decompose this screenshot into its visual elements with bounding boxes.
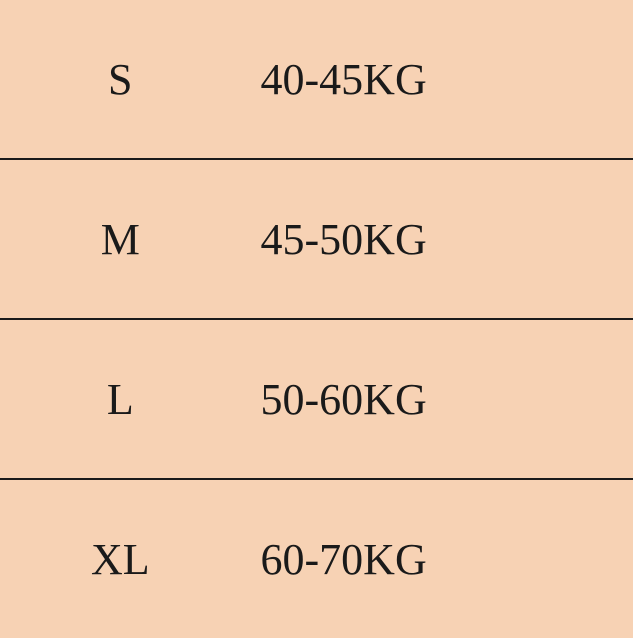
size-label-cell: M — [0, 214, 241, 265]
weight-cell: 50-60KG — [241, 374, 633, 425]
size-label-cell: S — [0, 54, 241, 105]
weight-cell: 60-70KG — [241, 534, 633, 585]
weight-cell: 40-45KG — [241, 54, 633, 105]
size-chart-table: S 40-45KG M 45-50KG L 50-60KG XL 60-70KG — [0, 0, 633, 638]
weight-cell: 45-50KG — [241, 214, 633, 265]
table-row: XL 60-70KG — [0, 480, 633, 638]
size-label-cell: XL — [0, 534, 241, 585]
table-row: M 45-50KG — [0, 160, 633, 320]
size-label-cell: L — [0, 374, 241, 425]
table-row: L 50-60KG — [0, 320, 633, 480]
table-row: S 40-45KG — [0, 0, 633, 160]
